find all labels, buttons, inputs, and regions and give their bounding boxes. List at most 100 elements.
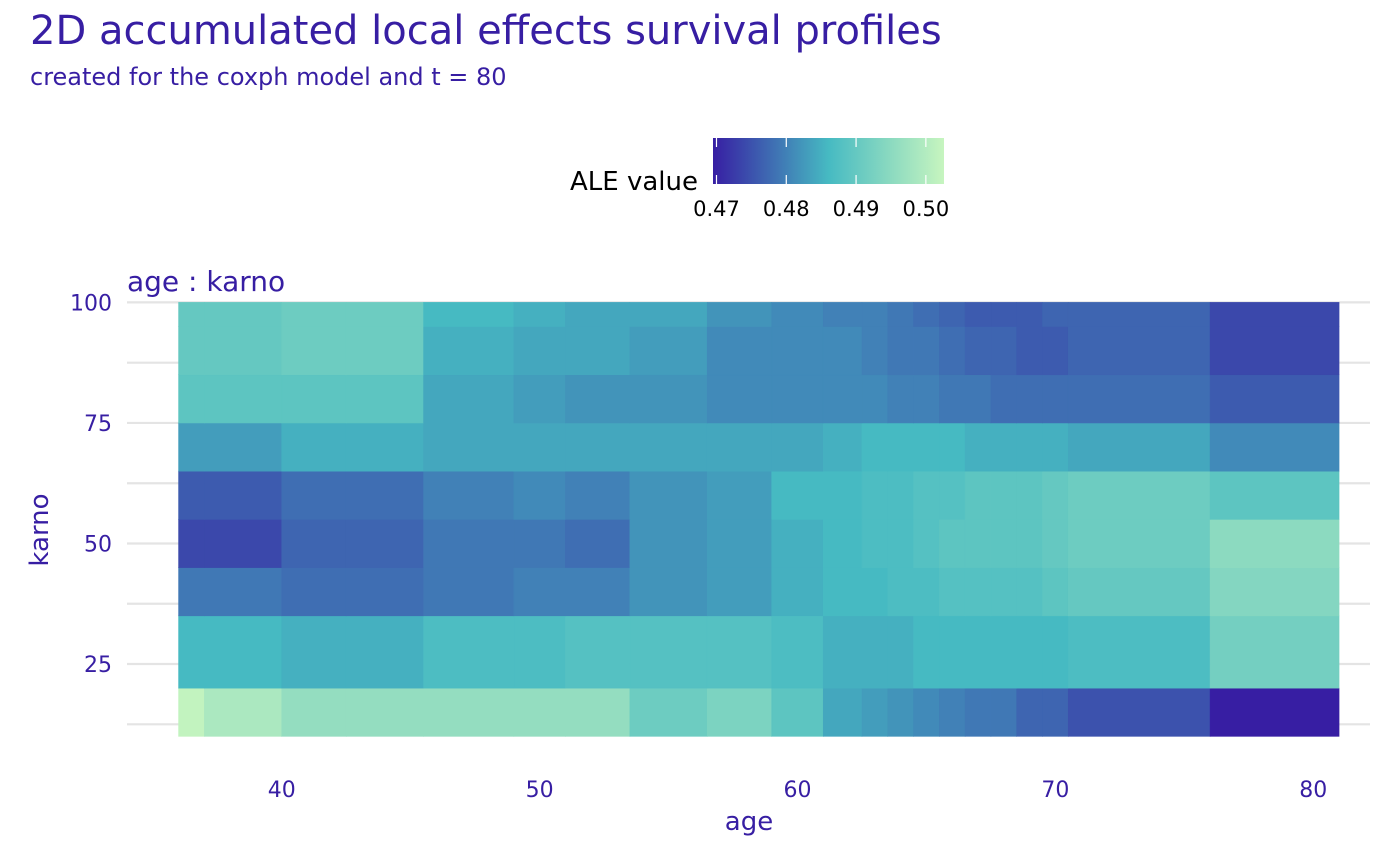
heatmap-cell: [1067, 519, 1211, 568]
heatmap-cell: [990, 374, 1017, 424]
heatmap-cell: [964, 567, 992, 617]
heatmap-cell: [423, 519, 515, 568]
heatmap-cell: [281, 422, 347, 472]
heatmap-cell: [913, 567, 940, 617]
heatmap-cell: [861, 687, 889, 737]
heatmap-cell: [964, 470, 992, 520]
heatmap-cell: [565, 470, 631, 520]
heatmap-cell: [1067, 374, 1211, 424]
heatmap-cell: [1209, 422, 1340, 472]
y-tick-label: 75: [84, 412, 112, 437]
heatmap-cell: [1067, 470, 1211, 520]
heatmap-cell: [887, 422, 914, 472]
heatmap-cell: [706, 687, 773, 737]
heatmap-cell: [887, 374, 914, 424]
heatmap-cell: [629, 687, 708, 737]
heatmap-cell: [913, 374, 940, 424]
heatmap-cell: [1209, 302, 1340, 327]
heatmap-cell: [1042, 567, 1069, 617]
x-tick-label: 60: [783, 778, 811, 803]
heatmap-cell: [629, 567, 708, 617]
legend-colorbar: [713, 138, 944, 184]
heatmap-cell: [771, 374, 824, 424]
heatmap-cell: [204, 422, 283, 472]
heatmap-cell: [939, 615, 966, 689]
heatmap-cell: [178, 687, 205, 737]
heatmap-cell: [771, 615, 824, 689]
heatmap-cell: [861, 615, 889, 689]
heatmap-cell: [281, 374, 347, 424]
heatmap-cell: [1067, 326, 1211, 376]
heatmap-cell: [281, 470, 347, 520]
heatmap-cell: [1209, 687, 1340, 737]
legend-tick-label: 0.47: [693, 197, 740, 221]
heatmap-cell: [990, 422, 1017, 472]
heatmap-cell: [345, 470, 424, 520]
heatmap-cell: [771, 326, 824, 376]
heatmap-cell: [204, 687, 283, 737]
heatmap-cell: [204, 567, 283, 617]
heatmap-cell: [887, 302, 914, 327]
heatmap-cell: [964, 687, 992, 737]
heatmap-cell: [565, 422, 631, 472]
heatmap-cell: [513, 422, 566, 472]
heatmap-cell: [1042, 519, 1069, 568]
heatmap-cell: [345, 374, 424, 424]
heatmap-cell: [281, 302, 347, 327]
heatmap-cell: [964, 519, 992, 568]
heatmap-cell: [706, 422, 773, 472]
y-axis: 25 50 75 100: [70, 291, 112, 678]
heatmap-cell: [861, 470, 889, 520]
heatmap-cell: [822, 374, 863, 424]
heatmap-cell: [939, 470, 966, 520]
heatmap-cell: [1016, 374, 1043, 424]
legend: ALE value 0.47 0.48 0.49 0.50: [570, 138, 949, 221]
x-tick-label: 50: [526, 778, 554, 803]
heatmap-cell: [513, 374, 566, 424]
heatmap-cell: [178, 519, 205, 568]
x-tick-label: 70: [1041, 778, 1069, 803]
heatmap-cell: [178, 470, 205, 520]
x-tick-label: 80: [1299, 778, 1327, 803]
heatmap-cell: [629, 519, 708, 568]
heatmap-cell: [1016, 687, 1043, 737]
heatmap-cell: [822, 326, 863, 376]
heatmap-cell: [513, 519, 566, 568]
heatmap-cell: [423, 615, 515, 689]
heatmap-cell: [861, 519, 889, 568]
heatmap-cell: [1016, 422, 1043, 472]
heatmap-cell: [1042, 615, 1069, 689]
heatmap-cell: [706, 326, 773, 376]
legend-tick-label: 0.48: [763, 197, 810, 221]
heatmap-cell: [822, 519, 863, 568]
heatmap-cell: [345, 422, 424, 472]
heatmap-cell: [629, 422, 708, 472]
y-tick-label: 25: [84, 653, 112, 678]
x-tick-label: 40: [268, 778, 296, 803]
heatmap-cell: [513, 687, 566, 737]
heatmap-cell: [423, 470, 515, 520]
heatmap-cell: [771, 567, 824, 617]
heatmap-cell: [204, 519, 283, 568]
heatmap-cell: [204, 470, 283, 520]
heatmap-cell: [939, 422, 966, 472]
heatmap-cell: [1209, 374, 1340, 424]
heatmap-cell: [565, 326, 631, 376]
heatmap-cell: [1016, 302, 1043, 327]
heatmap-cell: [990, 302, 1017, 327]
heatmap-cell: [706, 374, 773, 424]
legend-title: ALE value: [570, 167, 698, 197]
legend-tick-label: 0.49: [833, 197, 880, 221]
heatmap-cell: [204, 615, 283, 689]
heatmap-cell: [939, 687, 966, 737]
heatmap-cell: [345, 567, 424, 617]
heatmap-cell: [706, 615, 773, 689]
heatmap-cell: [423, 374, 515, 424]
panel-title: age : karno: [127, 265, 285, 298]
heatmap-cell: [887, 567, 914, 617]
heatmap-cell: [1042, 374, 1069, 424]
heatmap-cell: [964, 422, 992, 472]
heatmap-cell: [423, 422, 515, 472]
heatmap-cell: [281, 519, 347, 568]
